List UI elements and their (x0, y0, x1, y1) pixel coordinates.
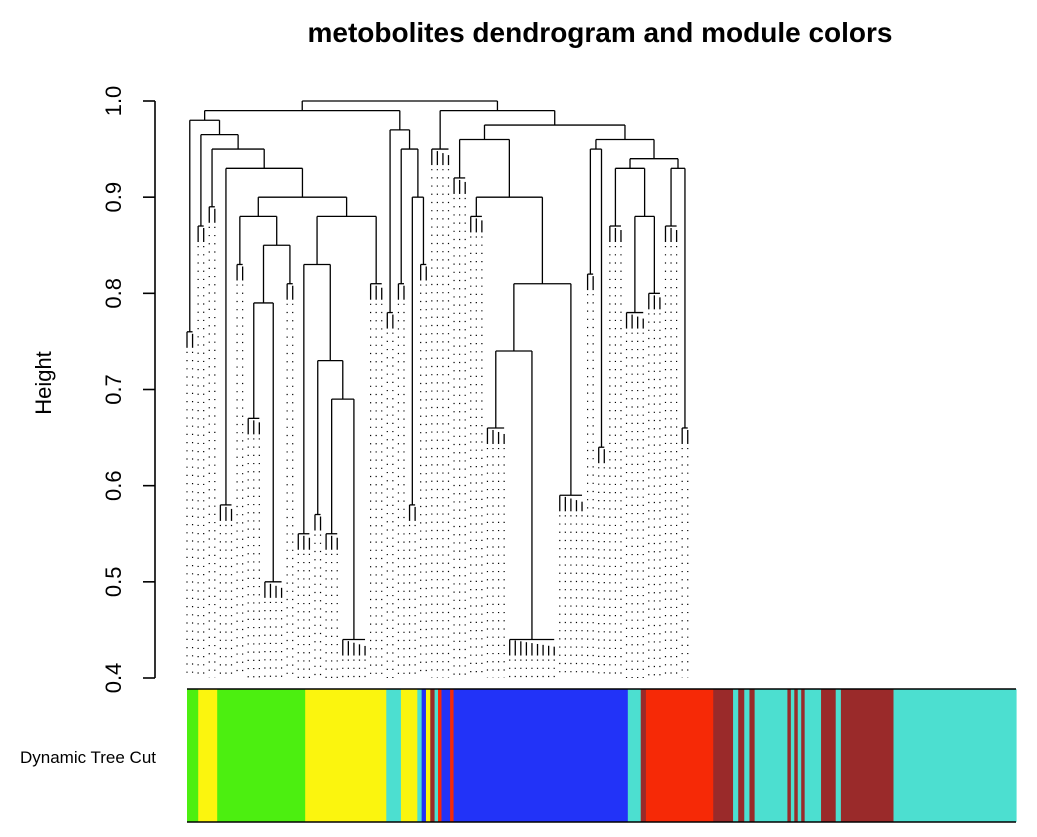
y-tick-label: 0.8 (101, 278, 126, 309)
module-segment-turquoise (893, 689, 1017, 822)
module-segment-green (217, 689, 306, 822)
y-tick-label: 0.5 (101, 567, 126, 598)
module-segment-brown (787, 689, 792, 822)
module-segment-red (438, 689, 443, 822)
dendrogram-tree (186, 100, 689, 656)
color-bar-label: Dynamic Tree Cut (20, 748, 156, 767)
module-segment-brown (640, 689, 647, 822)
y-tick-label: 0.6 (101, 470, 126, 501)
y-tick-label: 0.9 (101, 182, 126, 213)
module-segment-turquoise (744, 689, 751, 822)
chart-title: metobolites dendrogram and module colors (308, 17, 893, 48)
module-segment-yellow (400, 689, 418, 822)
module-segment-turquoise (835, 689, 842, 822)
module-segment-turquoise (733, 689, 739, 822)
module-segment-brown (794, 689, 799, 822)
module-segment-turquoise (627, 689, 642, 822)
module-segment-turquoise (804, 689, 822, 822)
y-tick-label: 1.0 (101, 86, 126, 117)
y-tick-label: 0.4 (101, 663, 126, 694)
module-segment-turquoise (797, 689, 802, 822)
module-segment-turquoise (754, 689, 788, 822)
module-segment-yellow (198, 689, 218, 822)
y-tick-label: 0.7 (101, 374, 126, 405)
y-axis: 0.4 0.5 0.6 0.7 0.8 0.9 1.0 (101, 86, 156, 694)
module-segment-brown (430, 689, 436, 822)
module-segment-green (187, 689, 199, 822)
module-segment-brown (738, 689, 745, 822)
module-segment-turquoise (790, 689, 795, 822)
module-segment-red (645, 689, 714, 822)
module-segment-blue (453, 689, 629, 822)
module-segment-turquoise (386, 689, 402, 822)
module-segment-red (450, 689, 455, 822)
module-segment-yellow (305, 689, 387, 822)
module-segment-blue (441, 689, 451, 822)
module-color-bar (187, 688, 1017, 823)
module-segment-turquoise (434, 689, 439, 822)
module-segment-brown (821, 689, 837, 822)
module-segment-blue (421, 689, 427, 822)
leaf-guide-lines (186, 169, 689, 678)
module-segment-brown (840, 689, 895, 822)
module-segment-brown (801, 689, 806, 822)
module-segment-turquoise (417, 689, 423, 822)
module-segment-brown (749, 689, 756, 822)
module-segment-yellow (425, 689, 431, 822)
y-axis-label: Height (31, 351, 56, 415)
module-segment-brown (713, 689, 734, 822)
